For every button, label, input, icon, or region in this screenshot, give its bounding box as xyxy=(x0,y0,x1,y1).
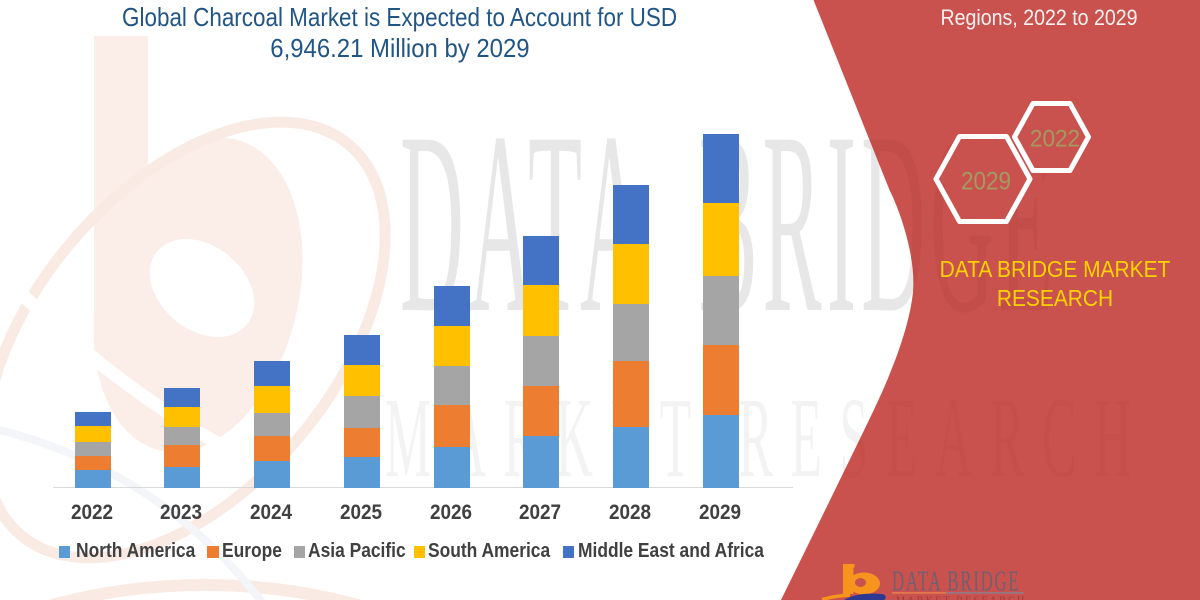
svg-text:MARKET RESEARCH: MARKET RESEARCH xyxy=(385,375,1149,501)
svg-text:MARKET RESEARCH: MARKET RESEARCH xyxy=(896,594,1026,600)
svg-text:2022: 2022 xyxy=(1030,125,1080,152)
svg-text:2029: 2029 xyxy=(961,167,1011,195)
